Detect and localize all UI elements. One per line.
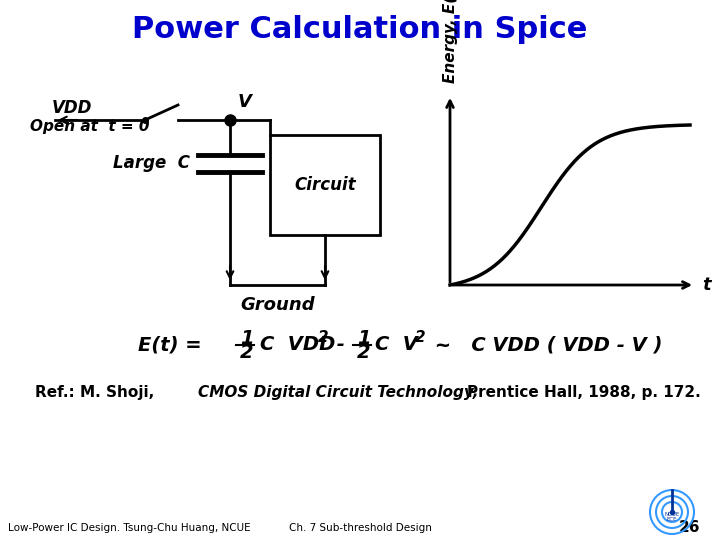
Text: t: t	[703, 276, 711, 294]
Text: E(t) =: E(t) =	[138, 335, 202, 354]
Text: 1: 1	[357, 328, 371, 348]
Text: ~   C VDD ( VDD - V ): ~ C VDD ( VDD - V )	[428, 335, 662, 354]
Text: Energy, E(t): Energy, E(t)	[443, 0, 457, 83]
Text: V: V	[238, 93, 252, 111]
Text: Ch. 7 Sub-threshold Design: Ch. 7 Sub-threshold Design	[289, 523, 431, 533]
Text: 26: 26	[678, 521, 700, 536]
Text: VDD: VDD	[52, 99, 92, 117]
Text: 2: 2	[415, 329, 426, 345]
Text: 2: 2	[357, 342, 371, 361]
Text: Power Calculation in Spice: Power Calculation in Spice	[132, 16, 588, 44]
Text: CMOS Digital Circuit Technology,: CMOS Digital Circuit Technology,	[198, 384, 479, 400]
Text: Low-Power IC Design. Tsung-Chu Huang, NCUE: Low-Power IC Design. Tsung-Chu Huang, NC…	[8, 523, 251, 533]
Bar	[270, 135, 380, 235]
Text: Large  C: Large C	[113, 154, 190, 172]
Text: C  VDD: C VDD	[260, 335, 336, 354]
Text: C  V: C V	[375, 335, 418, 354]
Text: Circuit: Circuit	[294, 176, 356, 194]
Text: Prentice Hall, 1988, p. 172.: Prentice Hall, 1988, p. 172.	[467, 384, 701, 400]
Text: 2: 2	[240, 342, 253, 361]
Text: Ref.: M. Shoji,: Ref.: M. Shoji,	[35, 384, 154, 400]
Text: Open at  t = 0: Open at t = 0	[30, 119, 150, 134]
Text: 2: 2	[318, 329, 328, 345]
Text: NCUE
ECE: NCUE ECE	[665, 511, 680, 522]
Text: -: -	[330, 335, 345, 354]
Text: Ground: Ground	[240, 296, 315, 314]
Text: 1: 1	[240, 328, 253, 348]
